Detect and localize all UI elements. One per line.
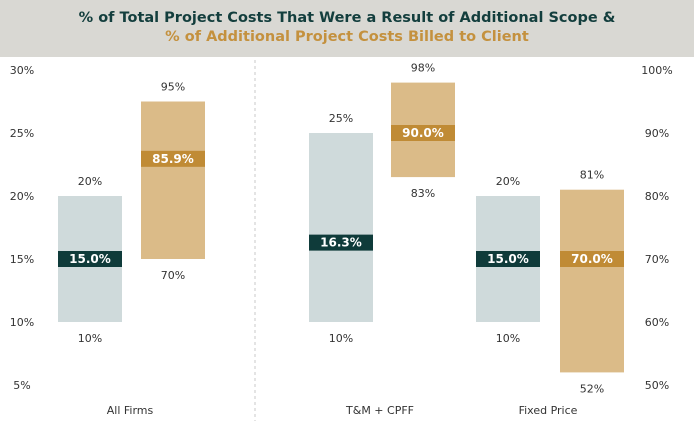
high-label: 20% — [496, 175, 520, 188]
low-label: 83% — [411, 187, 435, 200]
high-label: 81% — [580, 169, 604, 182]
range-box — [309, 133, 373, 322]
left-axis-tick: 25% — [10, 127, 34, 140]
chart-title: % of Total Project Costs That Were a Res… — [78, 10, 616, 26]
high-label: 20% — [78, 175, 102, 188]
chart-title-bar: % of Total Project Costs That Were a Res… — [0, 0, 694, 57]
right-axis-tick: 60% — [645, 316, 669, 329]
right-axis-tick: 100% — [641, 64, 672, 77]
low-label: 52% — [580, 382, 604, 395]
median-label: 15.0% — [487, 252, 529, 266]
left-axis-tick: 30% — [10, 64, 34, 77]
high-label: 98% — [411, 62, 435, 75]
low-label: 10% — [329, 332, 353, 345]
low-label: 70% — [161, 269, 185, 282]
category-label: Fixed Price — [519, 404, 578, 417]
median-label: 85.9% — [152, 152, 194, 166]
right-axis-tick: 70% — [645, 253, 669, 266]
high-label: 95% — [161, 81, 185, 94]
right-axis-tick: 90% — [645, 127, 669, 140]
category-label: T&M + CPFF — [345, 404, 414, 417]
right-axis-tick: 50% — [645, 379, 669, 392]
chart-subtitle: % of Additional Project Costs Billed to … — [165, 29, 529, 45]
median-band — [58, 251, 122, 267]
median-band — [391, 125, 455, 141]
left-axis-tick: 20% — [10, 190, 34, 203]
left-axis-tick: 10% — [10, 316, 34, 329]
left-axis-tick: 15% — [10, 253, 34, 266]
range-box — [560, 189, 624, 373]
median-band — [560, 251, 624, 267]
median-band — [141, 150, 205, 167]
median-label: 70.0% — [571, 252, 613, 266]
low-label: 10% — [496, 332, 520, 345]
low-label: 10% — [78, 332, 102, 345]
right-axis-tick: 80% — [645, 190, 669, 203]
median-label: 90.0% — [402, 126, 444, 140]
category-label: All Firms — [107, 404, 154, 417]
median-band — [476, 251, 540, 267]
high-label: 25% — [329, 112, 353, 125]
left-axis-tick: 5% — [13, 379, 30, 392]
median-band — [309, 234, 373, 251]
median-label: 16.3% — [320, 236, 362, 250]
range-box — [141, 101, 205, 259]
median-label: 15.0% — [69, 252, 111, 266]
